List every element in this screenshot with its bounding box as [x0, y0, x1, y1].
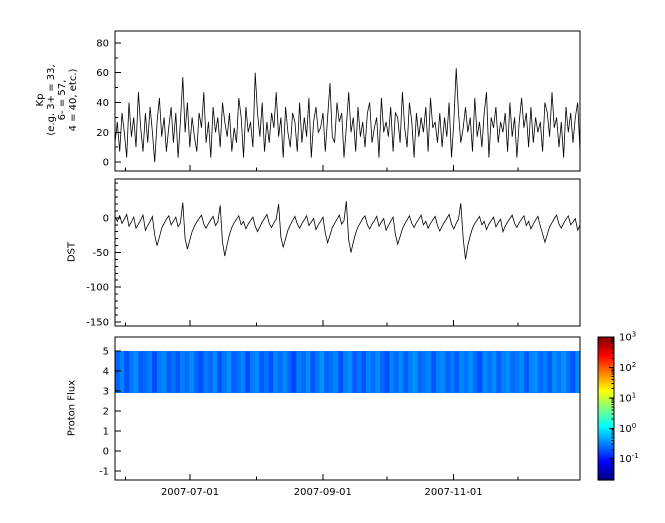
x-tick-label: 2007-07-01 — [160, 487, 220, 498]
proton-flux-axis-label: Proton Flux — [66, 379, 78, 437]
x-tick-label: 2007-09-01 — [293, 487, 352, 498]
svg-text:1: 1 — [103, 427, 109, 438]
svg-text:0: 0 — [103, 447, 109, 458]
x-tick-label: 2007-11-01 — [424, 487, 483, 498]
kp-axis-label-line: (e.g. 3+ = 33, — [46, 64, 57, 136]
svg-text:-50: -50 — [93, 248, 109, 259]
svg-text:5: 5 — [103, 347, 109, 358]
svg-text:102: 102 — [619, 361, 636, 374]
svg-text:80: 80 — [96, 38, 109, 49]
svg-text:3: 3 — [103, 387, 109, 398]
svg-text:103: 103 — [619, 331, 636, 344]
svg-text:0: 0 — [103, 158, 109, 169]
svg-text:10-1: 10-1 — [619, 452, 639, 465]
kp-axis-label-line: 4 = 40, etc.) — [68, 68, 79, 132]
svg-text:-100: -100 — [86, 283, 109, 294]
svg-text:0: 0 — [103, 213, 109, 224]
svg-text:20: 20 — [96, 128, 109, 139]
svg-text:60: 60 — [96, 68, 109, 79]
kp-axis-label-line: Kp — [35, 93, 46, 107]
kp-axis-label: Kp (e.g. 3+ = 33, 6- = 57, 4 = 40, etc.) — [35, 64, 79, 135]
dst-axis-label: DST — [66, 241, 78, 263]
svg-text:40: 40 — [96, 98, 109, 109]
svg-text:2: 2 — [103, 407, 109, 418]
svg-text:4: 4 — [103, 367, 109, 378]
svg-text:100: 100 — [619, 422, 636, 435]
svg-text:101: 101 — [619, 391, 636, 404]
kp-axis-label-line: 6- = 57, — [57, 79, 68, 121]
svg-text:-1: -1 — [99, 467, 109, 478]
svg-text:-150: -150 — [86, 317, 109, 328]
